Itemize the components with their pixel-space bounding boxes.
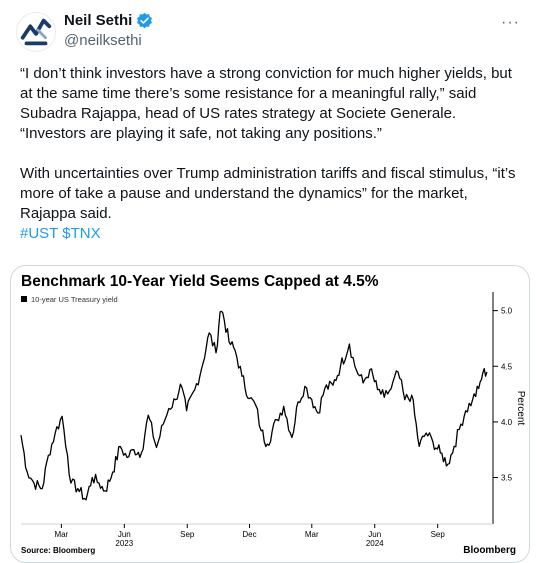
source-label: Source: Bloomberg: [21, 546, 95, 555]
legend-label: 10-year US Treasury yield: [31, 295, 118, 304]
tweet-text: “I don’t think investors have a strong c…: [20, 64, 526, 244]
chart-title: Benchmark 10-Year Yield Seems Capped at …: [21, 273, 379, 290]
author-name[interactable]: Neil Sethi: [64, 12, 133, 29]
x-year-label: 2023: [115, 539, 133, 548]
x-tick-label: Jun: [368, 530, 381, 539]
y-tick-label: 4.5: [501, 362, 513, 371]
logo-icon: [20, 18, 52, 46]
verified-badge-icon: [137, 12, 153, 29]
legend-swatch: [21, 296, 27, 302]
x-year-label: 2024: [366, 539, 384, 548]
chart-image-card[interactable]: Benchmark 10-Year Yield Seems Capped at …: [10, 265, 530, 563]
x-tick-label: Jun: [118, 530, 131, 539]
yield-chart: Benchmark 10-Year Yield Seems Capped at …: [20, 273, 526, 556]
yield-series-line: [20, 310, 488, 501]
y-tick-label: 3.5: [501, 474, 513, 483]
more-options-button[interactable]: ···: [501, 14, 520, 31]
x-tick-label: Dec: [242, 530, 256, 539]
x-tick-label: Sep: [431, 530, 446, 539]
y-tick-label: 5.0: [501, 307, 513, 316]
x-tick-label: Sep: [180, 530, 195, 539]
tweet-paragraph-2: With uncertainties over Trump administra…: [20, 165, 516, 222]
x-tick-label: Mar: [305, 530, 319, 539]
author-name-row: Neil Sethi: [64, 12, 153, 29]
x-tick-label: Mar: [54, 530, 68, 539]
tweet-paragraph-1: “I don’t think investors have a strong c…: [20, 65, 512, 142]
y-axis-label: Percent: [515, 391, 526, 426]
hashtag-links[interactable]: #UST $TNX: [20, 225, 101, 242]
author-handle[interactable]: @neilksethi: [64, 32, 142, 49]
avatar[interactable]: [16, 12, 56, 52]
y-tick-label: 4.0: [501, 418, 513, 427]
bloomberg-logo: Bloomberg: [463, 545, 516, 556]
